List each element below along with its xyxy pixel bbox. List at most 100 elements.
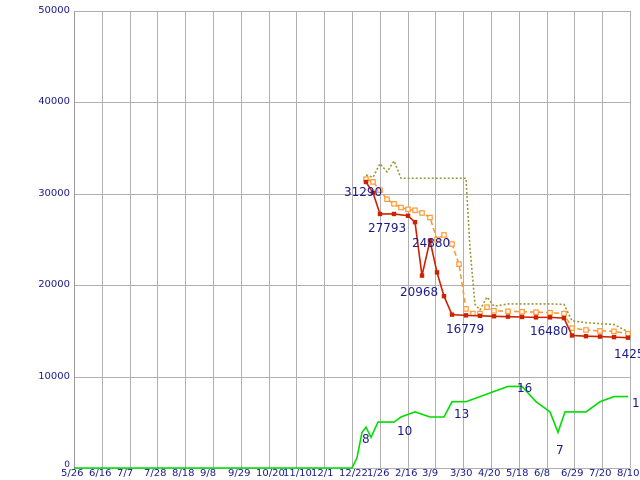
data-point-value-label: 20968 xyxy=(400,284,439,299)
data-point-marker xyxy=(412,219,418,225)
series-line-lowest-price xyxy=(365,181,629,339)
data-point-marker xyxy=(377,211,383,217)
x-tick-label: 12/22 xyxy=(339,468,368,479)
gridline-vertical xyxy=(408,11,409,468)
data-point-marker xyxy=(519,308,525,315)
y-axis-line xyxy=(74,11,75,469)
x-tick-label: 8/18 xyxy=(172,468,195,479)
x-tick-label: 7/28 xyxy=(144,468,167,479)
x-tick-label: 11/10 xyxy=(283,468,312,479)
data-point-marker xyxy=(441,293,447,299)
data-point-marker xyxy=(491,307,497,314)
x-tick-label: 10/20 xyxy=(256,468,285,479)
data-point-marker xyxy=(597,334,603,339)
y-tick-label: 20000 xyxy=(38,279,70,291)
data-point-marker xyxy=(583,327,589,333)
data-point-marker xyxy=(561,310,567,317)
data-point-marker xyxy=(505,314,511,319)
series-lowest-price xyxy=(363,179,631,340)
data-point-marker xyxy=(611,328,617,335)
gridline-vertical xyxy=(352,11,353,468)
x-tick-label: 3/30 xyxy=(450,468,473,479)
series-highest-price xyxy=(365,159,629,333)
gridline-vertical xyxy=(157,11,158,468)
y-tick-label: 40000 xyxy=(38,96,70,108)
data-point-marker xyxy=(441,232,447,238)
data-point-marker xyxy=(625,330,631,337)
y-tick-label: 0 xyxy=(64,460,70,470)
gridline-vertical xyxy=(130,11,131,468)
data-point-marker xyxy=(533,309,539,315)
data-point-marker xyxy=(377,187,383,193)
data-point-marker xyxy=(419,273,425,278)
gridline-vertical xyxy=(574,11,575,468)
series-line-highest-price xyxy=(365,159,629,333)
data-point-marker xyxy=(449,312,455,317)
data-point-marker xyxy=(611,334,617,340)
data-point-marker xyxy=(533,315,539,320)
x-tick-label: 2/16 xyxy=(395,468,418,479)
data-point-marker xyxy=(449,241,455,247)
data-point-marker xyxy=(419,210,425,216)
y-tick-label: 50000 xyxy=(38,5,70,16)
gridline-vertical xyxy=(547,11,548,468)
data-point-marker xyxy=(463,313,469,318)
x-tick-label: 5/18 xyxy=(506,468,529,479)
x-tick-label: 6/29 xyxy=(561,468,584,479)
gridline-vertical xyxy=(241,11,242,468)
x-tick-label: 6/8 xyxy=(534,468,551,479)
data-point-marker xyxy=(519,314,525,320)
data-point-marker xyxy=(427,238,433,243)
gridline-vertical xyxy=(630,11,631,468)
series-listing-count xyxy=(74,385,628,469)
series-average-price xyxy=(363,176,631,337)
gridline-vertical xyxy=(519,11,520,468)
series-line-listing-count xyxy=(74,385,628,469)
data-point-value-label: 10 xyxy=(397,424,413,438)
x-tick-label: 12/1 xyxy=(311,468,334,479)
data-point-value-label: 7 xyxy=(556,443,564,458)
data-point-value-label: 27793 xyxy=(368,220,407,235)
data-point-value-label: 13 xyxy=(454,406,470,421)
gridline-vertical xyxy=(269,11,270,468)
data-point-marker xyxy=(491,314,497,319)
data-point-marker xyxy=(391,211,397,217)
x-tick-label: 6/16 xyxy=(89,468,112,479)
data-point-value-label: 31290 xyxy=(344,185,383,199)
x-tick-label: 4/20 xyxy=(478,468,501,479)
data-point-marker xyxy=(583,334,589,339)
gridline-vertical xyxy=(491,11,492,468)
data-point-marker xyxy=(625,335,631,340)
x-tick-label: 7/20 xyxy=(589,468,612,479)
data-point-value-label: 14259 xyxy=(614,346,640,361)
data-point-marker xyxy=(547,309,553,316)
data-point-marker xyxy=(370,190,376,196)
data-point-marker xyxy=(434,270,440,275)
data-point-value-label: 14 xyxy=(632,395,640,410)
data-point-marker xyxy=(370,179,376,185)
gridline-vertical xyxy=(296,11,297,468)
data-point-marker xyxy=(363,179,369,185)
data-point-marker xyxy=(561,315,567,321)
data-point-marker xyxy=(484,304,490,310)
gridline-vertical xyxy=(102,11,103,468)
data-point-marker xyxy=(597,328,603,334)
gridline-vertical xyxy=(185,11,186,468)
series-line-average-price xyxy=(365,178,629,335)
data-point-marker xyxy=(569,333,575,338)
x-tick-label: 8/10 xyxy=(617,468,640,479)
x-tick-label: 9/29 xyxy=(228,468,251,479)
y-tick-label: 30000 xyxy=(38,187,70,199)
data-point-marker xyxy=(405,206,411,213)
data-point-marker xyxy=(391,201,397,207)
data-point-value-label: 16480 xyxy=(530,324,569,339)
x-tick-label: 3/9 xyxy=(422,468,439,479)
gridline-vertical xyxy=(463,11,464,468)
gridline-vertical xyxy=(602,11,603,468)
gridline-vertical xyxy=(380,11,381,468)
x-tick-label: 5/26 xyxy=(61,468,84,479)
data-point-marker xyxy=(547,315,553,320)
data-point-marker xyxy=(434,236,440,243)
